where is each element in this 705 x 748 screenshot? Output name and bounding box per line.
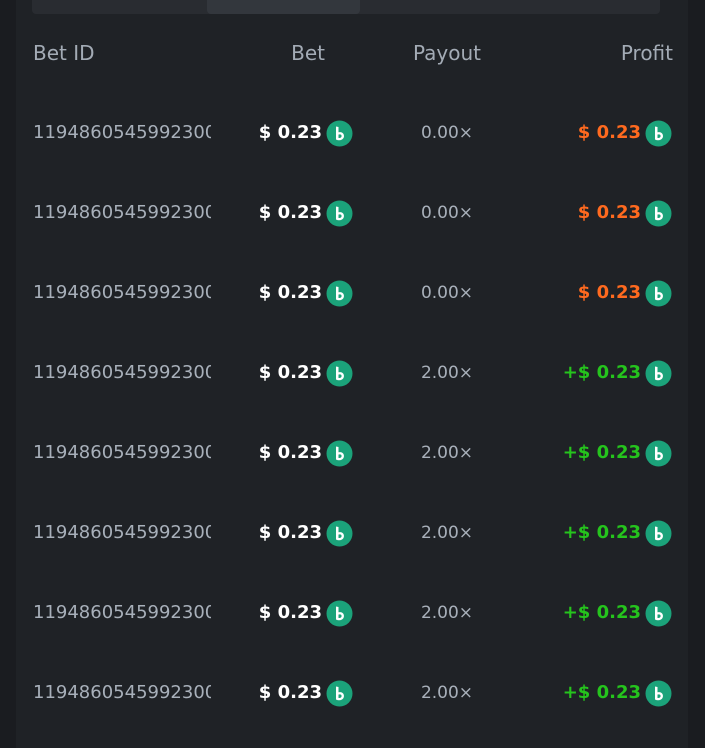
- column-header: Bet: [291, 41, 325, 65]
- coin-icon: [645, 280, 672, 306]
- payout: 0.00×: [420, 283, 474, 303]
- column-header: Bet ID: [33, 41, 95, 65]
- bet-amount: $ 0.23: [259, 198, 353, 228]
- bet-amount: $ 0.23: [259, 438, 353, 468]
- coin-icon: [326, 120, 353, 146]
- profit-value: $ 0.23: [577, 122, 641, 143]
- profit-value: $ 0.23: [577, 282, 641, 303]
- profit-value: +$ 0.23: [562, 602, 641, 623]
- coin-icon: [326, 600, 353, 626]
- profit-amount: +$ 0.23: [563, 598, 672, 628]
- coin-icon: [645, 600, 672, 626]
- coin-icon: [326, 440, 353, 466]
- profit-value: +$ 0.23: [562, 362, 641, 383]
- payout: 2.00×: [420, 363, 474, 383]
- bet-value: $ 0.23: [258, 202, 322, 223]
- coin-icon: [326, 520, 353, 546]
- coin-icon: [645, 120, 672, 146]
- profit-amount: $ 0.23: [578, 118, 672, 148]
- bet-amount: $ 0.23: [259, 278, 353, 308]
- bet-id: 1194860545992300: [33, 442, 211, 463]
- bet-value: $ 0.23: [258, 282, 322, 303]
- bet-amount: $ 0.23: [259, 358, 353, 388]
- bet-value: $ 0.23: [258, 362, 322, 383]
- column-header: Profit: [620, 41, 673, 65]
- profit-amount: $ 0.23: [578, 198, 672, 228]
- coin-icon: [645, 440, 672, 466]
- bet-id: 1194860545992300: [33, 602, 211, 623]
- bet-amount: $ 0.23: [259, 598, 353, 628]
- bet-id: 1194860545992300: [33, 202, 211, 223]
- profit-amount: +$ 0.23: [563, 678, 672, 708]
- active-tab[interactable]: [207, 0, 360, 14]
- payout: 2.00×: [420, 683, 474, 703]
- bet-id: 1194860545992300: [33, 122, 211, 143]
- coin-icon: [326, 280, 353, 306]
- payout: 2.00×: [420, 523, 474, 543]
- profit-value: +$ 0.23: [562, 522, 641, 543]
- payout: 2.00×: [420, 443, 474, 463]
- profit-value: +$ 0.23: [562, 442, 641, 463]
- bet-value: $ 0.23: [258, 682, 322, 703]
- payout: 0.00×: [420, 123, 474, 143]
- bet-id: 1194860545992300: [33, 362, 211, 383]
- profit-amount: +$ 0.23: [563, 358, 672, 388]
- column-header: Payout: [412, 41, 481, 65]
- bet-value: $ 0.23: [258, 522, 322, 543]
- bet-value: $ 0.23: [258, 442, 322, 463]
- bet-amount: $ 0.23: [259, 678, 353, 708]
- coin-icon: [645, 520, 672, 546]
- coin-icon: [645, 680, 672, 706]
- coin-icon: [326, 200, 353, 226]
- profit-amount: +$ 0.23: [563, 518, 672, 548]
- bet-amount: $ 0.23: [259, 118, 353, 148]
- profit-amount: +$ 0.23: [563, 438, 672, 468]
- bet-value: $ 0.23: [258, 122, 322, 143]
- coin-icon: [326, 360, 353, 386]
- coin-icon: [645, 360, 672, 386]
- bet-amount: $ 0.23: [259, 518, 353, 548]
- bet-id: 1194860545992300: [33, 282, 211, 303]
- coin-icon: [645, 200, 672, 226]
- profit-value: +$ 0.23: [562, 682, 641, 703]
- profit-value: $ 0.23: [577, 202, 641, 223]
- bet-id: 1194860545992300: [33, 682, 211, 703]
- payout: 2.00×: [420, 603, 474, 623]
- coin-icon: [326, 680, 353, 706]
- payout: 0.00×: [420, 203, 474, 223]
- bet-id: 1194860545992300: [33, 522, 211, 543]
- bet-value: $ 0.23: [258, 602, 322, 623]
- profit-amount: $ 0.23: [578, 278, 672, 308]
- tab-bar: [32, 0, 660, 14]
